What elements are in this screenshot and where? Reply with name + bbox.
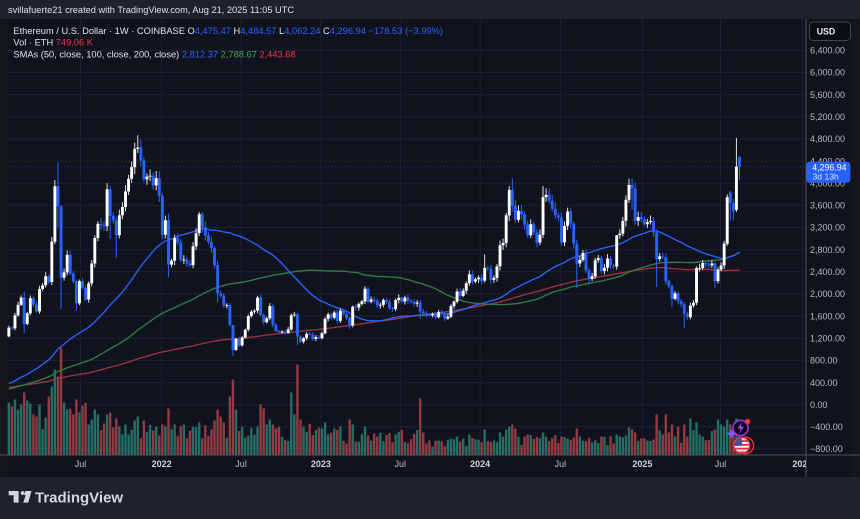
svg-text:4,400.00: 4,400.00 [810,156,845,166]
svg-text:1,200.00: 1,200.00 [810,334,845,344]
svg-text:6,000.00: 6,000.00 [810,68,845,78]
svg-text:3,600.00: 3,600.00 [810,201,845,211]
svg-text:2024: 2024 [470,459,490,469]
svg-text:2,400.00: 2,400.00 [810,267,845,277]
svg-text:−800.00: −800.00 [810,444,843,454]
svg-text:800.00: 800.00 [810,356,838,366]
svg-text:Jul: Jul [75,459,87,469]
svg-text:3d 13h: 3d 13h [813,171,840,181]
svg-text:2025: 2025 [632,459,652,469]
svg-text:5,600.00: 5,600.00 [810,90,845,100]
svg-text:0.00: 0.00 [810,400,828,410]
svg-text:Jul: Jul [395,459,407,469]
svg-text:Jul: Jul [555,459,567,469]
svg-text:2023: 2023 [311,459,331,469]
svg-text:6,400.00: 6,400.00 [810,46,845,56]
svg-text:1,600.00: 1,600.00 [810,311,845,321]
svg-text:400.00: 400.00 [810,378,838,388]
svg-text:SMAs (50, close, 100, close, 2: SMAs (50, close, 100, close, 200, close)… [13,50,295,60]
svg-text:2026: 2026 [792,459,812,469]
svg-text:2,800.00: 2,800.00 [810,245,845,255]
svg-text:TradingView: TradingView [35,490,123,507]
svg-text:Jul: Jul [235,459,247,469]
svg-text:4,296.94: 4,296.94 [812,162,846,172]
svg-text:Ethereum / U.S. Dollar · 1W ·: Ethereum / U.S. Dollar · 1W · COINBASE O… [13,26,443,36]
svg-text:5,200.00: 5,200.00 [810,112,845,122]
svg-text:2,000.00: 2,000.00 [810,289,845,299]
svg-text:svillafuerte21 created with Tr: svillafuerte21 created with TradingView.… [8,5,294,15]
svg-text:3,200.00: 3,200.00 [810,223,845,233]
svg-text:4,800.00: 4,800.00 [810,134,845,144]
svg-text:USD: USD [817,26,836,36]
svg-text:Vol · ETH 749.06 K: Vol · ETH 749.06 K [13,37,93,47]
svg-text:4,000.00: 4,000.00 [810,178,845,188]
svg-text:−400.00: −400.00 [810,422,843,432]
svg-text:Jul: Jul [715,459,727,469]
svg-text:2022: 2022 [152,459,172,469]
